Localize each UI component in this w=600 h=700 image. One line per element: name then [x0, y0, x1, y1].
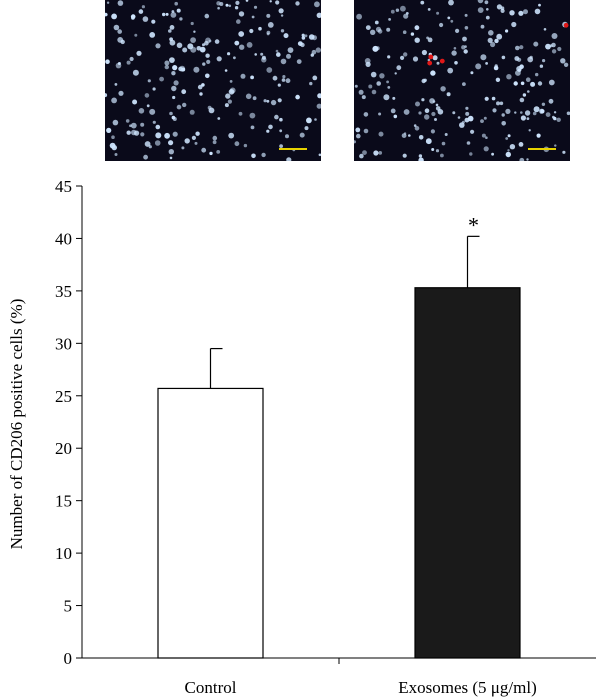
micrograph-cells — [105, 0, 321, 161]
annotations: * — [468, 212, 479, 237]
y-tick-label: 0 — [64, 649, 73, 668]
y-axis: 0 5 10 15 20 25 30 35 40 45 — [55, 177, 83, 668]
y-tick-label: 25 — [55, 387, 72, 406]
y-tick-label: 20 — [55, 439, 72, 458]
x-tick-label: Exosomes (5 μg/ml) — [398, 678, 537, 697]
bar — [414, 287, 521, 659]
bars — [157, 287, 521, 659]
y-tick-label: 35 — [55, 282, 72, 301]
y-tick-label: 45 — [55, 177, 72, 196]
micrograph-cells — [354, 0, 570, 161]
x-tick-label: Control — [185, 678, 237, 697]
x-axis — [82, 657, 596, 664]
y-tick-label: 5 — [64, 597, 73, 616]
significance-marker: * — [468, 212, 479, 237]
y-tick-label: 30 — [55, 334, 72, 353]
error-bars — [209, 235, 480, 389]
y-tick-label: 10 — [55, 544, 72, 563]
y-tick-label: 40 — [55, 229, 72, 248]
y-tick-label: 15 — [55, 492, 72, 511]
y-axis-title: Number of CD206 positive cells (%) — [7, 299, 26, 550]
bar — [157, 387, 264, 659]
x-tick-labels: Control Exosomes (5 μg/ml) — [185, 678, 537, 697]
micrograph-control — [105, 0, 321, 161]
micrograph-exosomes — [354, 0, 570, 161]
